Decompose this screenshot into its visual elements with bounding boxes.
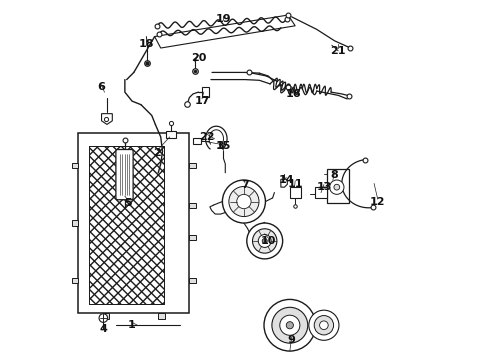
FancyBboxPatch shape [116,149,133,200]
Polygon shape [190,203,196,208]
Polygon shape [103,313,109,319]
Polygon shape [72,163,78,168]
Circle shape [334,184,340,190]
Text: 3: 3 [216,141,224,151]
Circle shape [262,238,267,243]
Polygon shape [72,278,78,283]
Circle shape [258,234,271,247]
Text: 14: 14 [278,175,294,185]
Text: 16: 16 [286,89,301,99]
Polygon shape [190,163,196,168]
Bar [290,187,300,198]
Circle shape [286,321,294,329]
Polygon shape [158,313,165,319]
Circle shape [247,223,283,259]
Text: 18: 18 [139,39,154,49]
Polygon shape [72,220,78,226]
Text: 22: 22 [199,132,215,142]
Text: 15: 15 [216,141,231,151]
Polygon shape [190,278,196,283]
Circle shape [264,300,316,351]
Circle shape [222,180,266,223]
Circle shape [280,315,300,335]
Text: 13: 13 [316,182,332,192]
Bar [89,146,164,304]
Bar [166,131,176,138]
Circle shape [309,310,339,340]
Text: 2: 2 [153,148,161,158]
Text: 5: 5 [124,198,132,208]
Polygon shape [281,179,287,187]
Bar [315,187,327,198]
Circle shape [237,194,251,209]
Bar [78,134,190,313]
Bar [89,146,164,304]
Text: 8: 8 [331,170,339,180]
Text: 20: 20 [191,53,206,63]
Text: 11: 11 [288,179,303,189]
Polygon shape [190,235,196,240]
Text: 10: 10 [261,236,276,246]
Polygon shape [202,87,209,97]
Text: 1: 1 [128,320,136,330]
Text: 21: 21 [330,46,346,56]
Circle shape [252,229,277,253]
Text: 7: 7 [241,180,249,190]
Circle shape [229,186,259,217]
Text: 19: 19 [216,14,231,24]
Circle shape [272,307,308,343]
Text: 12: 12 [370,197,386,207]
Bar [327,169,349,203]
Text: 4: 4 [99,324,107,334]
Polygon shape [101,114,112,125]
Bar [193,138,201,144]
Circle shape [319,321,328,329]
Circle shape [314,316,334,335]
Bar [89,146,164,304]
Circle shape [330,180,344,194]
Text: 9: 9 [288,334,295,345]
Text: 17: 17 [194,96,210,106]
Circle shape [99,314,108,322]
Text: 6: 6 [98,82,105,92]
